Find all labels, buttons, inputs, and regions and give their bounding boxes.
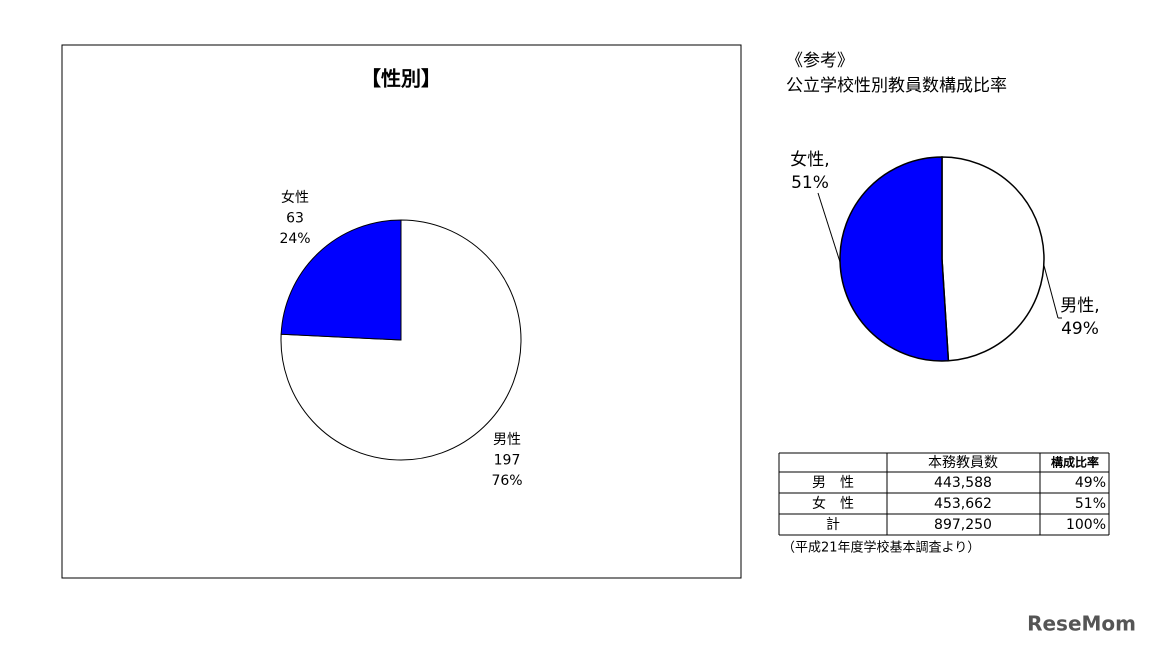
table-cell: 453,662 xyxy=(934,496,992,512)
data-label: 女性, xyxy=(790,150,829,170)
table-cell: 女 性 xyxy=(812,495,854,512)
chart-subtitle: 公立学校性別教員数構成比率 xyxy=(786,76,1007,96)
table-cell: 443,588 xyxy=(934,475,992,491)
data-label: 男性, xyxy=(1060,296,1099,316)
data-label: 49% xyxy=(1061,319,1099,339)
table-cell: 51% xyxy=(1075,496,1106,512)
data-label: 24% xyxy=(279,231,310,247)
table-cell: 897,250 xyxy=(934,517,992,533)
pie-slice xyxy=(280,219,402,341)
table xyxy=(778,452,1110,536)
table-cell: 男 性 xyxy=(812,475,854,491)
table-header: 本務教員数 xyxy=(928,455,998,471)
table-cell: 計 xyxy=(826,517,840,533)
data-label: 女性 xyxy=(281,189,309,206)
leader-line xyxy=(1041,257,1059,319)
table-header: 構成比率 xyxy=(1051,455,1099,470)
table-note: （平成21年度学校基本調査より） xyxy=(782,540,980,556)
chart-frame xyxy=(61,44,742,579)
watermark: ReseMom xyxy=(1027,612,1136,636)
leader-line xyxy=(817,192,841,263)
chart-title: 《参考》 xyxy=(786,51,854,71)
data-label: 男性 xyxy=(493,432,521,448)
data-label: 76% xyxy=(491,473,522,489)
data-label: 63 xyxy=(286,211,304,227)
pie-slice xyxy=(941,156,1045,362)
pie-slice xyxy=(839,156,950,362)
data-label: 197 xyxy=(494,453,521,469)
table-cell: 100% xyxy=(1066,517,1106,533)
data-label: 51% xyxy=(791,173,829,193)
table-cell: 49% xyxy=(1075,475,1106,491)
chart-title: 【性別】 xyxy=(361,67,441,91)
